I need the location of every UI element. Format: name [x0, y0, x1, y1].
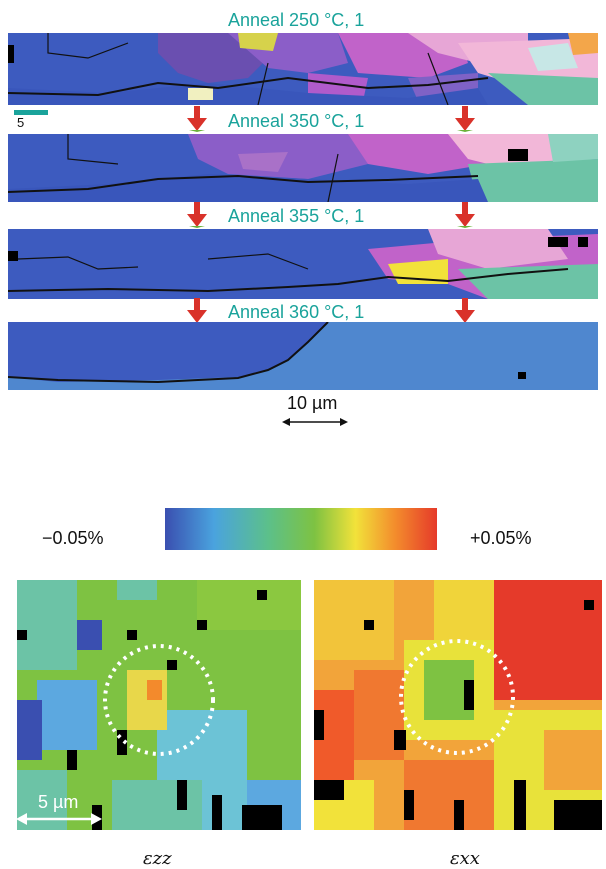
small-scale-label: 5	[17, 115, 25, 130]
anneal-label-360: Anneal 360 °C, 1	[228, 302, 365, 322]
strain-map-exx	[314, 580, 602, 830]
double-arrow-icon	[16, 813, 102, 825]
ebsd-scale-label: 10 µm	[287, 393, 338, 413]
strain-label-ezz: εzz	[143, 848, 172, 869]
anneal-label-350: Anneal 350 °C, 1	[228, 111, 365, 131]
double-arrow-icon	[282, 418, 348, 426]
anneal-label-355: Anneal 355 °C, 1	[228, 206, 365, 226]
strain-scale-label: 5 µm	[38, 792, 79, 812]
small-scale-bar	[14, 110, 48, 115]
colorbar-min-label: −0.05%	[42, 528, 104, 548]
arrow-icon	[455, 202, 475, 228]
arrow-icon	[187, 106, 207, 132]
arrow-icon	[187, 202, 207, 228]
arrow-icon	[187, 298, 207, 324]
strain-map-ezz	[17, 580, 301, 830]
ebsd-map-350	[8, 134, 598, 202]
colorbar	[165, 508, 437, 550]
anneal-label-250: Anneal 250 °C, 1	[228, 10, 365, 30]
arrow-icon	[455, 298, 475, 324]
ebsd-map-355	[8, 229, 598, 299]
ebsd-map-360	[8, 322, 598, 390]
ebsd-map-250	[8, 33, 598, 105]
arrow-icon	[455, 106, 475, 132]
strain-label-exx: εxx	[450, 848, 480, 869]
colorbar-max-label: +0.05%	[470, 528, 532, 548]
